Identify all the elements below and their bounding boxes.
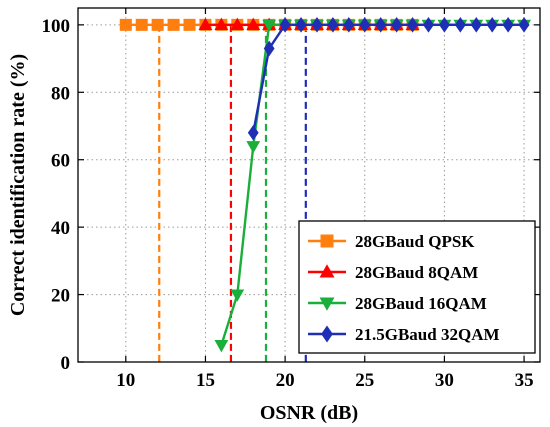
data-point (230, 289, 245, 302)
legend-label: 21.5GBaud 32QAM (355, 325, 500, 344)
series-group (247, 17, 530, 141)
data-point (246, 141, 261, 154)
y-tick-label: 0 (61, 353, 71, 374)
data-point (135, 18, 148, 31)
legend-label: 28GBaud QPSK (355, 232, 475, 251)
x-tick-label: 35 (515, 370, 534, 391)
legend: 28GBaud QPSK 28GBaud 8QAM 28GBaud 16QAM 21.… (298, 220, 536, 354)
data-point (262, 19, 277, 33)
tick-layer: 10 15 20 25 30 35 0 20 40 60 80 100 (42, 8, 540, 391)
y-tick-label: 60 (51, 151, 70, 172)
data-point (518, 17, 530, 33)
data-point (214, 340, 229, 353)
data-point (407, 17, 418, 33)
data-point (183, 18, 196, 31)
legend-item: 21.5GBaud 32QAM (308, 325, 500, 344)
y-tick-label: 80 (51, 83, 70, 104)
data-point (263, 40, 275, 57)
legend-marker (320, 234, 334, 248)
plot-frame (77, 7, 541, 363)
x-tick-label: 25 (355, 370, 374, 391)
legend-marker (319, 297, 335, 311)
data-point (119, 18, 132, 31)
data-point (454, 17, 466, 33)
legend-label: 28GBaud 16QAM (355, 294, 487, 313)
data-point (214, 17, 229, 30)
legend-box (298, 220, 536, 354)
x-tick-label: 20 (276, 370, 295, 391)
y-tick-label: 40 (51, 218, 70, 239)
legend-label: 28GBaud 8QAM (355, 263, 478, 282)
data-point (359, 17, 371, 33)
y-tick-label: 100 (42, 16, 71, 37)
data-point (246, 17, 261, 30)
legend-item: 28GBaud 8QAM (308, 263, 478, 282)
data-point (230, 17, 245, 30)
data-point (391, 17, 403, 33)
legend-marker (321, 325, 333, 343)
x-tick-label: 10 (116, 370, 135, 391)
data-point (279, 17, 291, 33)
data-point (247, 124, 259, 141)
data-point (423, 17, 434, 33)
y-tick-label: 20 (51, 286, 70, 307)
legend-item: 28GBaud QPSK (308, 232, 475, 251)
legend-item: 28GBaud 16QAM (308, 294, 487, 313)
data-point (502, 17, 514, 33)
data-point (151, 18, 164, 31)
x-axis-title: OSNR (dB) (260, 402, 358, 424)
x-tick-label: 30 (435, 370, 454, 391)
legend-marker (319, 264, 335, 278)
data-point (327, 17, 339, 33)
data-point (295, 17, 307, 33)
data-point (470, 17, 482, 33)
data-point (198, 17, 213, 30)
data-point (167, 18, 180, 31)
series-layer (119, 17, 531, 353)
data-point (439, 17, 450, 33)
x-tick-label: 15 (196, 370, 215, 391)
data-point (375, 17, 387, 33)
data-point (343, 17, 355, 33)
y-axis-title: Correct identification rate (%) (7, 54, 29, 316)
data-point (311, 17, 323, 33)
data-point (486, 17, 498, 33)
